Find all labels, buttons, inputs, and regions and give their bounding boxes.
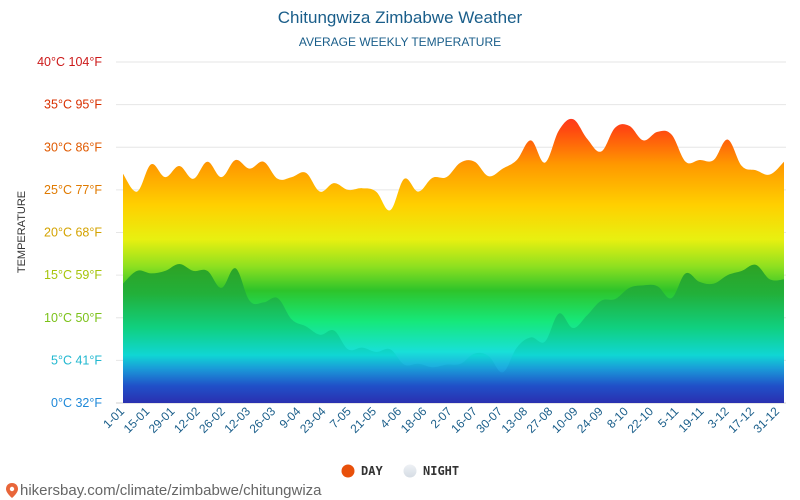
source-credit[interactable]: hikersbay.com/climate/zimbabwe/chitungwi…: [6, 482, 322, 499]
x-tick-label: 26-03: [247, 404, 279, 436]
x-tick-label: 10-09: [549, 404, 581, 436]
x-tick-label: 12-02: [171, 404, 203, 436]
location-pin-dot: [9, 486, 15, 492]
night-temperature-area: [123, 264, 784, 403]
chart-subtitle: AVERAGE WEEKLY TEMPERATURE: [299, 35, 501, 49]
y-axis-ticks: 0°C 32°F 5°C 41°F 10°C 50°F 15°C 59°F 20°C 6…: [37, 55, 102, 410]
chart-title: Chitungwiza Zimbabwe Weather: [278, 8, 523, 27]
x-tick-label: 19-11: [676, 404, 707, 435]
y-tick-label: 20°C 68°F: [44, 226, 102, 240]
legend: DAY NIGHT: [341, 464, 459, 478]
x-tick-label: 16-07: [448, 404, 480, 436]
y-axis-label: TEMPERATURE: [16, 191, 28, 273]
x-tick-label: 21-05: [347, 404, 379, 436]
x-tick-label: 15-01: [121, 404, 153, 436]
x-tick-label: 26-02: [196, 404, 228, 436]
y-tick-label: 0°C 32°F: [51, 396, 102, 410]
legend-night-marker: [403, 464, 417, 478]
legend-day-label: DAY: [361, 464, 383, 478]
source-link[interactable]: hikersbay.com/climate/zimbabwe/chitungwi…: [20, 482, 322, 499]
y-tick-label: 15°C 59°F: [44, 268, 102, 282]
x-tick-label: 18-06: [398, 404, 430, 436]
y-tick-label: 40°C 104°F: [37, 55, 102, 69]
x-tick-label: 22-10: [625, 404, 657, 436]
x-tick-label: 17-12: [725, 404, 757, 436]
legend-day-marker: [341, 464, 355, 478]
y-tick-label: 5°C 41°F: [51, 353, 102, 367]
x-tick-label: 30-07: [473, 404, 505, 436]
x-tick-label: 24-09: [574, 404, 606, 436]
y-tick-label: 10°C 50°F: [44, 311, 102, 325]
y-tick-label: 30°C 86°F: [44, 140, 102, 154]
x-tick-label: 12-03: [221, 404, 253, 436]
y-tick-label: 25°C 77°F: [44, 183, 102, 197]
x-tick-label: 27-08: [524, 404, 556, 436]
y-tick-label: 35°C 95°F: [44, 98, 102, 112]
x-tick-label: 23-04: [297, 404, 329, 436]
x-tick-label: 13-08: [499, 404, 531, 436]
x-tick-label: 29-01: [146, 404, 178, 436]
x-axis-ticks: 1-0115-0129-0112-0226-0212-0326-039-0423…: [100, 404, 782, 436]
x-tick-label: 31-12: [751, 404, 783, 436]
legend-night-label: NIGHT: [423, 464, 459, 478]
